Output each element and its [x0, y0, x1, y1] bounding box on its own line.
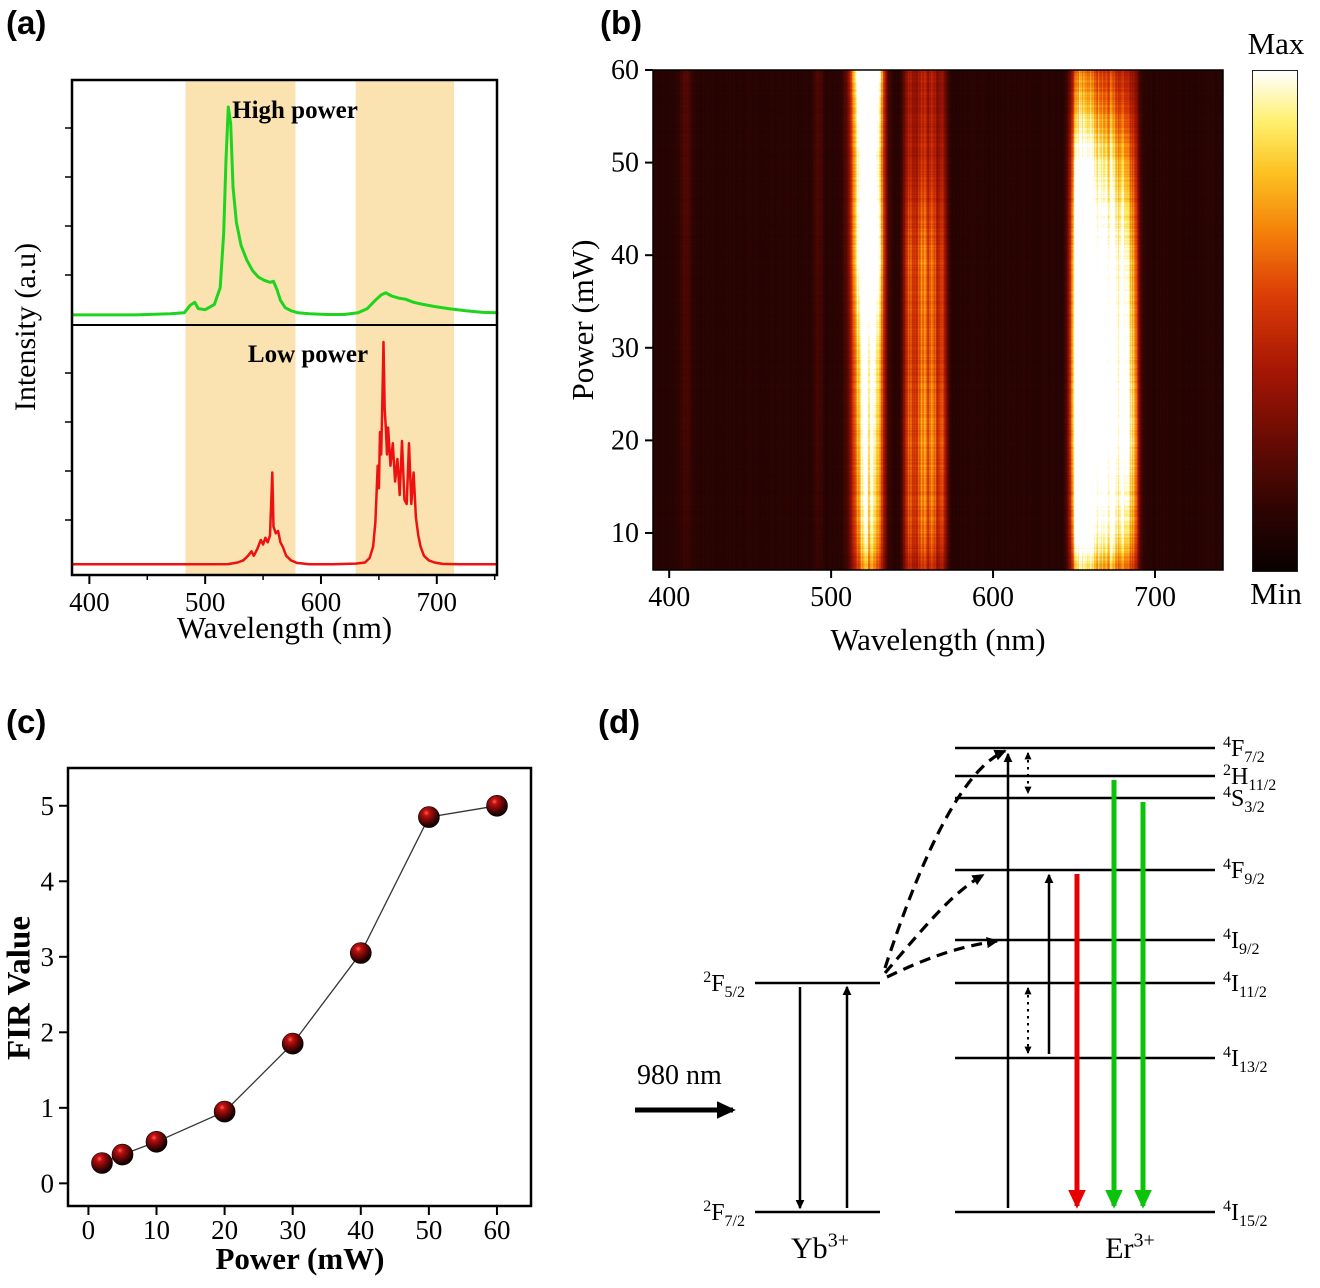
svg-text:2: 2	[41, 1017, 55, 1047]
svg-text:3: 3	[41, 942, 55, 972]
panel-letter-b: (b)	[600, 4, 643, 41]
svg-text:500: 500	[810, 582, 852, 613]
svg-text:4I15/2: 4I15/2	[1223, 1198, 1267, 1230]
colorbar-min-label: Min	[1250, 576, 1302, 611]
svg-text:10: 10	[143, 1215, 170, 1245]
panel-letter-a: (a)	[6, 4, 47, 41]
panel-b-heatmap	[653, 70, 1223, 570]
svg-text:600: 600	[301, 587, 342, 617]
svg-text:600: 600	[972, 582, 1014, 613]
svg-text:20: 20	[211, 1215, 238, 1245]
svg-text:1: 1	[41, 1093, 55, 1123]
svg-text:50: 50	[611, 148, 639, 179]
svg-text:5: 5	[41, 791, 55, 821]
svg-text:4I9/2: 4I9/2	[1223, 926, 1259, 958]
svg-text:60: 60	[483, 1215, 510, 1245]
svg-text:700: 700	[417, 587, 458, 617]
panel-letter-c: (c)	[6, 703, 47, 740]
svg-text:4I13/2: 4I13/2	[1223, 1044, 1267, 1076]
svg-text:2F7/2: 2F7/2	[703, 1198, 745, 1230]
svg-text:50: 50	[415, 1215, 442, 1245]
svg-text:700: 700	[1134, 582, 1176, 613]
svg-text:40: 40	[611, 240, 639, 271]
svg-text:4S3/2: 4S3/2	[1223, 784, 1265, 816]
colorbar	[1252, 70, 1298, 572]
panel-c-plot: 0 10 20 30 40 50 60 0 1 2 3 4 5	[41, 766, 533, 1245]
svg-text:400: 400	[69, 587, 110, 617]
panel-letter-d: (d)	[598, 703, 641, 740]
svg-text:0: 0	[82, 1215, 96, 1245]
svg-text:980 nm: 980 nm	[637, 1060, 722, 1091]
svg-text:4I11/2: 4I11/2	[1223, 969, 1267, 1001]
svg-text:2H11/2: 2H11/2	[1223, 762, 1276, 794]
svg-text:30: 30	[279, 1215, 306, 1245]
svg-text:10: 10	[611, 518, 639, 549]
panel-b-xlabel: Wavelength (nm)	[830, 622, 1046, 657]
svg-text:60: 60	[611, 55, 639, 86]
panel-b-axes: 10 20 30 40 50 60 400 500 600 700	[611, 55, 1224, 613]
svg-text:400: 400	[648, 582, 690, 613]
panel-c-xlabel: Power (mW)	[215, 1241, 385, 1276]
svg-text:Yb3+: Yb3+	[791, 1230, 849, 1265]
svg-text:4F7/2: 4F7/2	[1223, 734, 1265, 766]
svg-text:High power: High power	[232, 97, 358, 124]
svg-text:500: 500	[185, 587, 226, 617]
svg-text:4: 4	[41, 866, 55, 896]
svg-text:Er3+: Er3+	[1105, 1230, 1155, 1265]
panel-a-plot: 400 500 600 700 High power Low power	[65, 78, 499, 617]
svg-text:30: 30	[611, 333, 639, 364]
svg-text:Low power: Low power	[248, 341, 368, 368]
svg-text:40: 40	[347, 1215, 374, 1245]
svg-text:2F5/2: 2F5/2	[703, 969, 745, 1001]
svg-text:0: 0	[41, 1168, 55, 1198]
colorbar-max-label: Max	[1247, 26, 1305, 61]
svg-text:20: 20	[611, 425, 639, 456]
svg-text:4F9/2: 4F9/2	[1223, 856, 1265, 888]
panel-a-xlabel: Wavelength (nm)	[176, 610, 393, 645]
